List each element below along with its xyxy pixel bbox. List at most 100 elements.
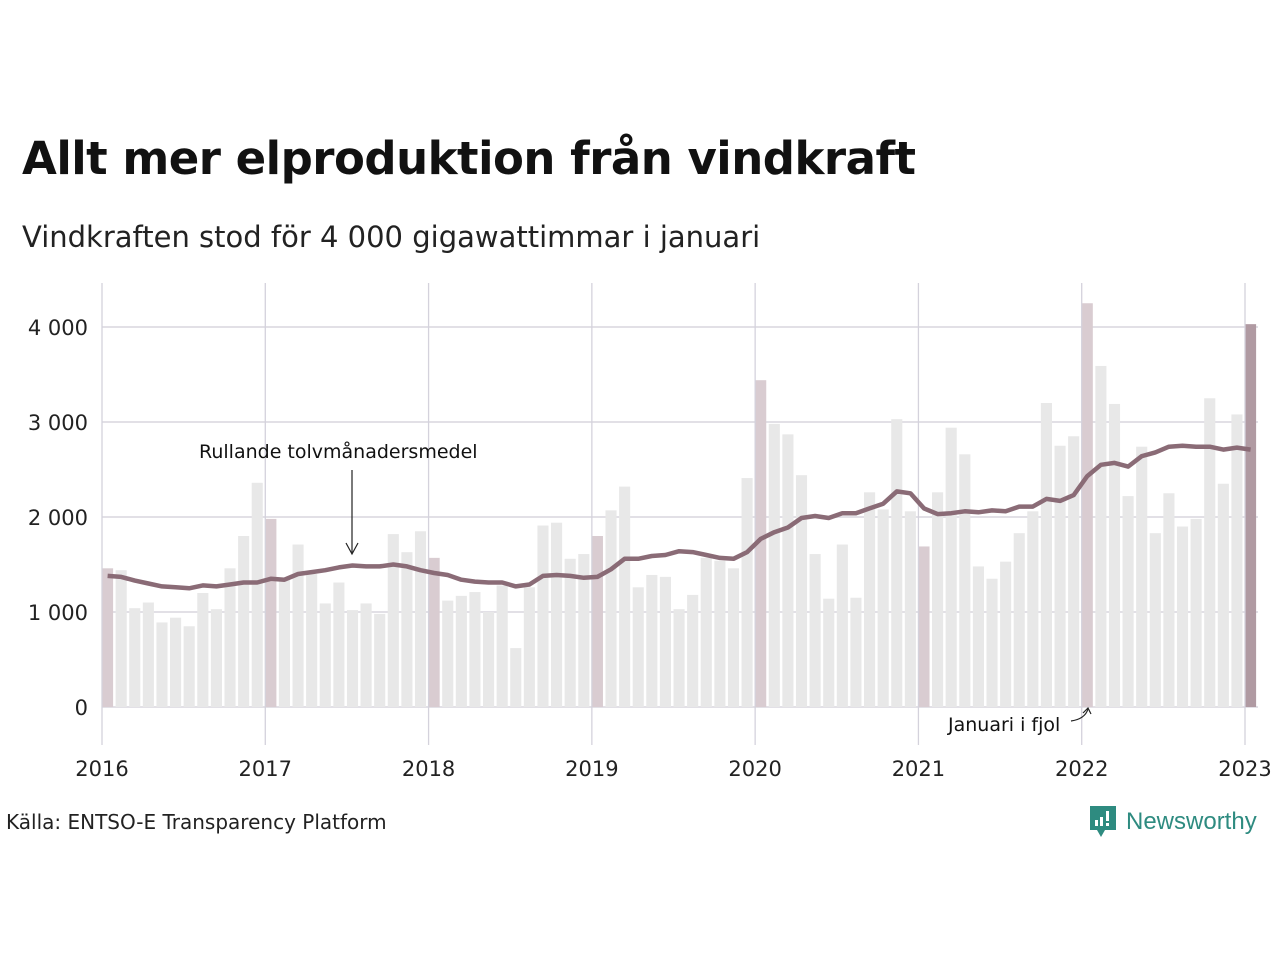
bar xyxy=(1217,483,1229,707)
bar xyxy=(183,626,195,707)
bar xyxy=(1027,511,1039,707)
bar xyxy=(428,557,440,707)
bar xyxy=(156,622,168,707)
bar xyxy=(864,492,876,707)
bar xyxy=(904,511,916,707)
x-axis-ticks: 2016 2017 2018 2019 2020 2021 2022 2023 xyxy=(75,757,1271,781)
x-tick-label: 2021 xyxy=(892,757,945,781)
bar xyxy=(564,558,576,707)
bar xyxy=(210,609,222,707)
bar xyxy=(700,557,712,707)
bar xyxy=(224,568,236,707)
bar xyxy=(360,603,372,707)
bar xyxy=(115,570,127,707)
bar xyxy=(1136,446,1148,707)
bar xyxy=(1054,445,1066,707)
bar xyxy=(401,552,413,707)
bar xyxy=(795,475,808,707)
bar xyxy=(1013,533,1025,707)
bar xyxy=(238,536,250,707)
newsworthy-logo: Newsworthy xyxy=(1088,804,1257,840)
annotation-arrow-icon xyxy=(345,470,359,556)
bar xyxy=(959,454,971,707)
bar xyxy=(850,597,862,707)
bar xyxy=(836,544,848,707)
annotation-last-january: Januari i fjol xyxy=(947,714,1060,736)
bar xyxy=(877,509,889,707)
bar xyxy=(387,534,399,707)
y-tick-label: 0 xyxy=(75,696,88,720)
bar xyxy=(578,554,590,707)
bar xyxy=(197,593,209,707)
chart-title: Allt mer elproduktion från vindkraft xyxy=(22,132,916,185)
bar xyxy=(782,434,794,707)
bar xyxy=(319,603,331,707)
bar xyxy=(102,568,114,707)
bar xyxy=(1108,403,1121,707)
x-tick-label: 2023 xyxy=(1218,757,1271,781)
bar xyxy=(755,380,767,707)
bar xyxy=(496,585,508,707)
bar xyxy=(1095,365,1107,707)
bar xyxy=(945,427,957,707)
bar xyxy=(1163,493,1175,707)
x-tick-label: 2018 xyxy=(402,757,455,781)
y-axis-ticks: 0 1 000 2 000 3 000 4 000 xyxy=(28,316,88,720)
bar xyxy=(414,531,427,707)
bar xyxy=(619,486,631,707)
bar xyxy=(551,522,563,707)
bar xyxy=(510,648,522,707)
bar xyxy=(278,577,290,707)
y-tick-label: 4 000 xyxy=(28,316,88,340)
bar xyxy=(687,594,699,707)
x-tick-label: 2016 xyxy=(75,757,128,781)
rolling-average-line xyxy=(107,443,1251,591)
bar xyxy=(972,566,984,707)
bar xyxy=(251,482,263,707)
bar xyxy=(605,510,617,707)
x-tick-label: 2020 xyxy=(728,757,781,781)
bar xyxy=(632,587,644,707)
bar xyxy=(469,592,481,707)
bar xyxy=(1149,533,1161,707)
bar xyxy=(265,518,277,707)
source-note: Källa: ENTSO-E Transparency Platform xyxy=(6,810,387,834)
bar xyxy=(768,423,780,707)
bar xyxy=(932,492,944,707)
bar xyxy=(673,609,685,707)
bar xyxy=(1231,414,1243,707)
x-tick-label: 2019 xyxy=(565,757,618,781)
bar xyxy=(1245,324,1257,707)
year-lines xyxy=(101,283,1246,745)
bar xyxy=(483,612,495,707)
bars xyxy=(102,303,1257,707)
bar xyxy=(986,578,998,707)
y-tick-label: 1 000 xyxy=(28,601,88,625)
annotation-rolling-average: Rullande tolvmånadersmedel xyxy=(199,440,478,463)
x-tick-label: 2022 xyxy=(1055,757,1108,781)
bar xyxy=(1040,403,1052,707)
bar xyxy=(1176,526,1189,707)
bar xyxy=(333,582,345,707)
bar xyxy=(306,574,318,707)
bar xyxy=(741,478,753,707)
bar xyxy=(918,546,930,707)
bar xyxy=(537,525,549,707)
y-tick-label: 2 000 xyxy=(28,506,88,530)
bar xyxy=(659,576,671,707)
bar xyxy=(1204,398,1216,707)
bar xyxy=(1122,496,1134,707)
bar xyxy=(823,598,835,707)
bar xyxy=(809,554,821,707)
bar xyxy=(374,613,386,707)
x-tick-label: 2017 xyxy=(239,757,292,781)
annotation-curved-arrow-icon xyxy=(1070,706,1092,722)
newsworthy-logo-icon xyxy=(1090,806,1116,837)
bar xyxy=(292,544,304,707)
bar xyxy=(442,600,454,707)
bar xyxy=(891,419,903,707)
bar xyxy=(1068,436,1080,707)
y-tick-label: 3 000 xyxy=(28,411,88,435)
bar xyxy=(646,574,658,707)
